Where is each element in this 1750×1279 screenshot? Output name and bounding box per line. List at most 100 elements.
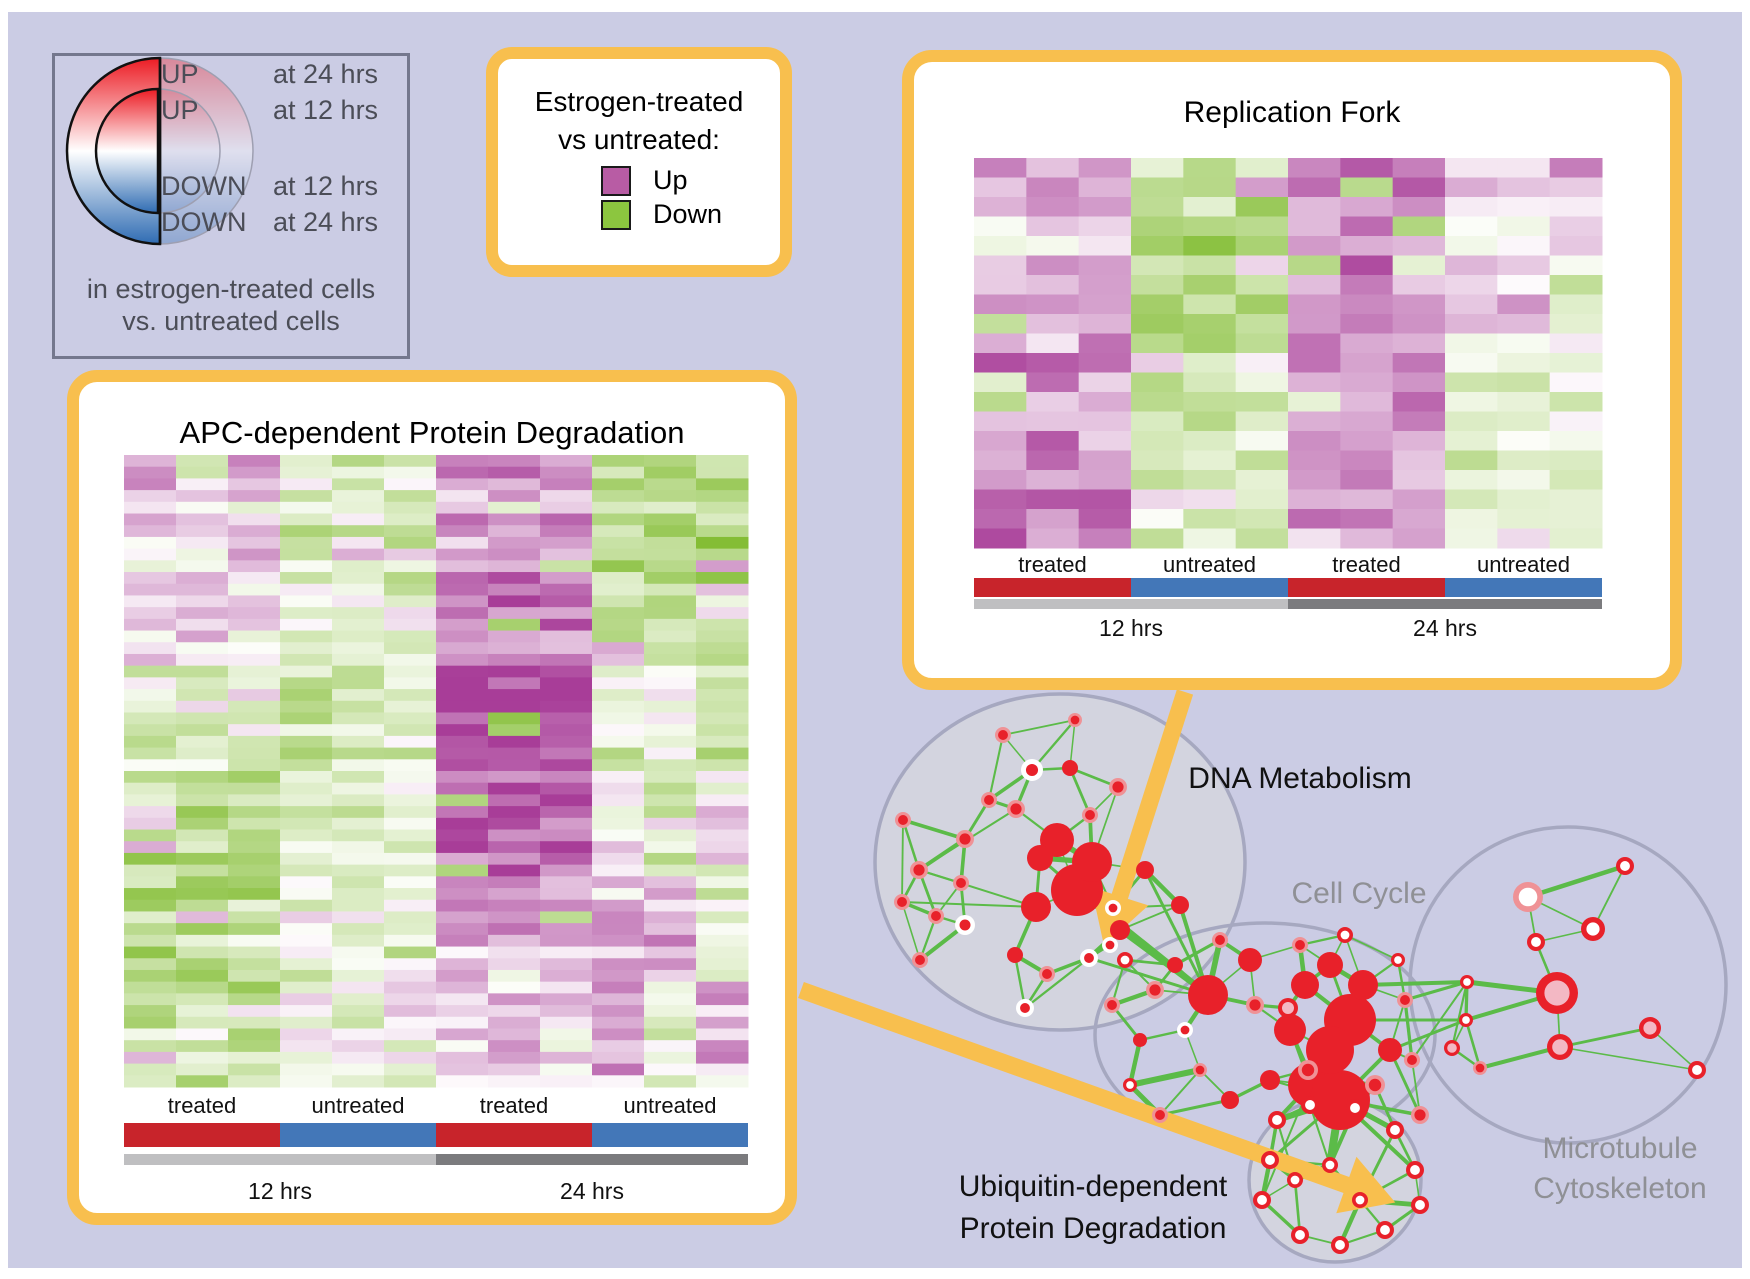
heatmap-cell <box>124 466 177 479</box>
heatmap-cell <box>644 1051 697 1065</box>
heatmap-cell <box>592 993 645 1006</box>
heatmap-cell <box>644 455 697 468</box>
group-label: treated <box>1018 552 1087 577</box>
heatmap-cell <box>176 583 229 596</box>
group-label: untreated <box>1477 552 1570 577</box>
heatmap-cell <box>176 490 229 503</box>
time-12b: at 12 hrs <box>273 171 379 201</box>
heatmap-cell <box>332 993 385 1006</box>
heatmap-cell <box>228 841 281 854</box>
heatmap-cell <box>488 829 541 842</box>
heatmap-cell <box>332 595 385 608</box>
heatmap-cell <box>1340 197 1394 217</box>
heatmap-cell <box>488 841 541 854</box>
heatmap-cell <box>1340 158 1394 178</box>
heatmap-cell <box>1183 314 1237 334</box>
heatmap-cell <box>488 1028 541 1041</box>
dir-caption-line2: vs. untreated cells <box>122 306 340 336</box>
heatmap-cell <box>124 771 177 784</box>
heatmap-cell <box>436 841 489 854</box>
heatmap-cell <box>176 700 229 713</box>
heatmap-cell <box>974 197 1027 217</box>
heatmap-cell <box>1497 236 1551 256</box>
heatmap-cell <box>384 841 437 854</box>
heatmap-cell <box>176 724 229 737</box>
heatmap-cell <box>1235 411 1289 432</box>
heatmap-cell <box>280 501 333 515</box>
heatmap-cell <box>228 1040 281 1053</box>
heatmap-cell <box>488 911 541 924</box>
heatmap-cell <box>124 478 177 491</box>
heatmap-cell <box>1445 431 1498 451</box>
heatmap-cell <box>1340 411 1394 432</box>
heatmap-cell <box>592 782 645 795</box>
heatmap-cell <box>1288 216 1341 237</box>
heatmap-cell <box>280 607 333 620</box>
group-bar-untreated <box>1445 578 1602 597</box>
heatmap-cell <box>592 806 645 819</box>
heatmap-cell <box>1026 236 1080 256</box>
heatmap-cell <box>540 794 593 807</box>
heatmap-cell <box>592 536 645 550</box>
heatmap-cell <box>644 642 697 655</box>
group-label: treated <box>1332 552 1401 577</box>
heatmap-cell <box>1288 411 1341 432</box>
heatmap-cell <box>1288 314 1341 334</box>
heatmap-cell <box>488 560 541 573</box>
heatmap-cell <box>488 689 541 702</box>
heatmap-cell <box>176 712 229 725</box>
heatmap-cell <box>280 618 333 632</box>
heatmap-cell <box>1549 411 1603 432</box>
heatmap-cell <box>124 712 177 725</box>
heatmap-cell <box>176 1016 229 1029</box>
heatmap-cell <box>1026 372 1080 393</box>
heatmap-cell <box>592 771 645 784</box>
heatmap-cell <box>540 899 593 912</box>
heatmap-cell <box>540 747 593 760</box>
heatmap-cell <box>1445 236 1498 256</box>
heatmap-cell <box>592 981 645 994</box>
heatmap-cell <box>592 724 645 737</box>
heatmap-cell <box>228 864 281 877</box>
heatmap-cell <box>228 630 281 643</box>
heatmap-cell <box>1235 294 1289 315</box>
heatmap-cell <box>436 899 489 912</box>
heatmap-cell <box>228 677 281 690</box>
heatmap-cell <box>436 782 489 795</box>
heatmap-cell <box>592 852 645 866</box>
heatmap-cell <box>696 735 749 749</box>
heatmap-cell <box>436 864 489 877</box>
heatmap-cell <box>974 411 1027 432</box>
heatmap-cell <box>1026 255 1080 276</box>
heatmap-cell <box>592 466 645 479</box>
heatmap-cell <box>488 735 541 749</box>
heatmap-cell <box>540 852 593 866</box>
heatmap-cell <box>280 852 333 866</box>
heatmap-cell <box>1288 392 1341 412</box>
heatmap-cell <box>1340 236 1394 256</box>
heatmap-cell <box>1340 216 1394 237</box>
heatmap-cell <box>436 490 489 503</box>
heatmap-cell <box>124 1063 177 1076</box>
heatmap-cell <box>436 934 489 948</box>
heatmap-cell <box>592 642 645 655</box>
up-label: Up <box>653 165 688 195</box>
heatmap-cell <box>124 595 177 608</box>
heatmap-cell <box>176 817 229 831</box>
heatmap-cell <box>1288 177 1341 198</box>
heatmap-cell <box>488 642 541 655</box>
heatmap-cell <box>1078 450 1132 471</box>
heatmap-cell <box>1549 509 1603 529</box>
heatmap-cell <box>280 829 333 842</box>
heatmap-cell <box>540 455 593 468</box>
heatmap-cell <box>696 653 749 667</box>
heatmap-cell <box>332 712 385 725</box>
heatmap-cell <box>540 946 593 959</box>
heatmap-cell <box>384 572 437 585</box>
heatmap-cell <box>280 782 333 795</box>
heatmap-cell <box>592 501 645 515</box>
heatmap-cell <box>176 841 229 854</box>
heatmap-cell <box>1078 392 1132 412</box>
heatmap-cell <box>540 478 593 491</box>
heatmap-cell <box>436 852 489 866</box>
